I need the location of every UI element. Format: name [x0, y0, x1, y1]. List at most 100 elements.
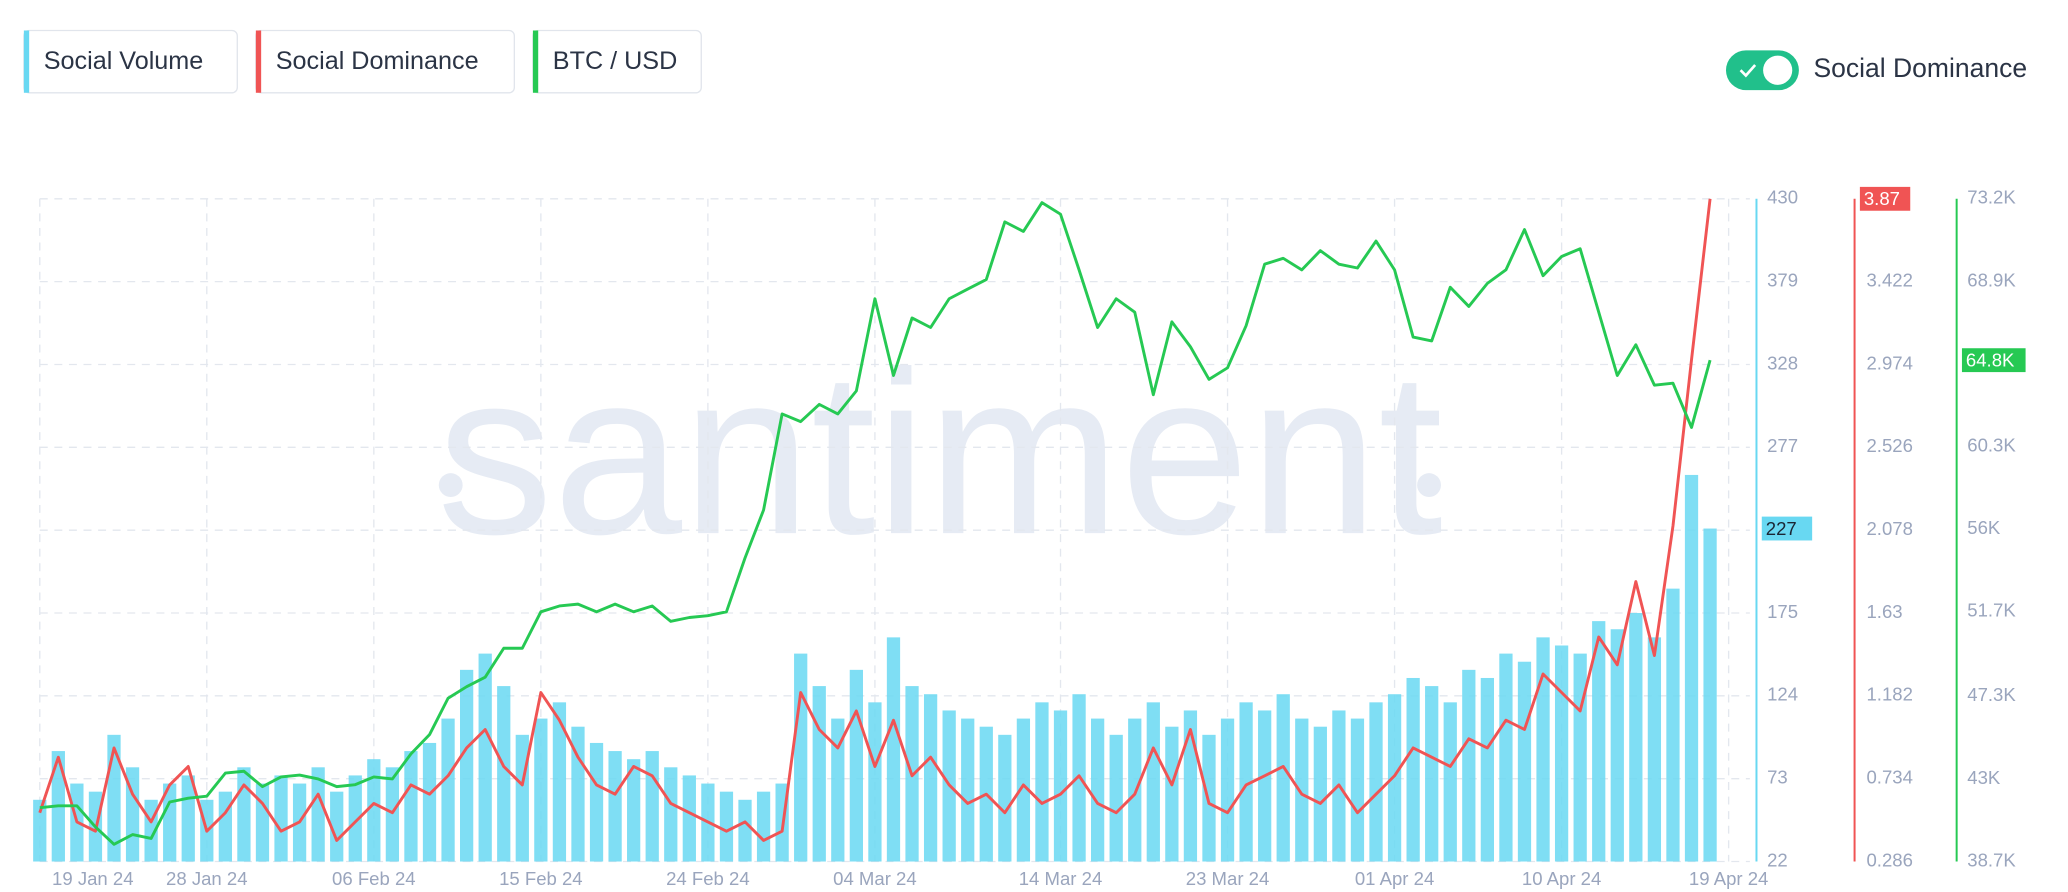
- value-badge: [1961, 348, 2026, 373]
- watermark-text: santiment: [437, 324, 1443, 583]
- value-badge: [1859, 186, 1911, 211]
- bar: [1109, 734, 1123, 862]
- legend-chip[interactable]: Social Volume: [23, 29, 238, 94]
- y2-tick-label: 2.526: [1867, 435, 1913, 456]
- y3-tick-label: 38.7K: [1967, 849, 2016, 870]
- y3-tick-label: 56K: [1967, 517, 2001, 538]
- bar: [1313, 726, 1327, 862]
- x-tick-label: 23 Mar 24: [1186, 868, 1270, 889]
- y3-tick-label: 43K: [1967, 767, 2001, 788]
- bar: [1016, 718, 1031, 862]
- bar: [404, 751, 418, 862]
- legend-chip[interactable]: BTC / USD: [532, 29, 702, 94]
- bar: [738, 799, 752, 862]
- bar: [1128, 718, 1142, 862]
- y3-tick-label: 47.3K: [1967, 684, 2016, 705]
- bar: [961, 718, 975, 862]
- x-tick-label: 06 Feb 24: [332, 868, 416, 889]
- watermark-dot: [438, 473, 463, 498]
- bar: [33, 799, 47, 862]
- bar: [886, 637, 901, 862]
- legend-chip[interactable]: Social Dominance: [255, 29, 516, 94]
- line: [39, 201, 1712, 846]
- bar: [849, 669, 863, 862]
- bar: [589, 742, 604, 862]
- bar: [163, 783, 177, 862]
- bar: [1091, 718, 1105, 862]
- bar: [1239, 702, 1253, 862]
- bar: [1536, 637, 1550, 862]
- y3-tick-label: 60.3K: [1967, 435, 2016, 456]
- bar: [255, 783, 270, 862]
- line: [38, 198, 1712, 842]
- watermark: santiment: [437, 324, 1443, 583]
- y-tick-label: 277: [1767, 435, 1798, 456]
- y2-tick-label: 1.182: [1867, 684, 1913, 705]
- bar: [1592, 621, 1606, 862]
- value-badge-label: 3.87: [1864, 188, 1900, 209]
- bar: [923, 694, 938, 862]
- bar: [218, 791, 232, 862]
- bar: [1647, 637, 1662, 862]
- bar: [998, 734, 1012, 862]
- y2-tick-label: 3.422: [1867, 270, 1913, 291]
- legend-label[interactable]: Social Dominance: [276, 47, 479, 75]
- x-tick-label: 04 Mar 24: [833, 868, 917, 889]
- bar: [348, 775, 362, 862]
- y-tick-label: 124: [1767, 684, 1798, 705]
- bar: [1443, 702, 1457, 862]
- bar: [756, 791, 771, 862]
- legend-chip-color: [532, 30, 539, 93]
- y-tick-label: 73: [1767, 767, 1788, 788]
- bar: [812, 686, 826, 862]
- toggle-check: [1739, 64, 1757, 78]
- bar: [478, 653, 492, 862]
- x-tick-label: 14 Mar 24: [1019, 868, 1103, 889]
- bar: [1499, 653, 1513, 862]
- bar: [1629, 613, 1643, 862]
- bar: [719, 791, 734, 862]
- legend-label[interactable]: BTC / USD: [553, 47, 677, 75]
- value-badge-label: 64.8K: [1966, 349, 2015, 370]
- bar: [422, 742, 437, 862]
- bar: [459, 669, 474, 862]
- bar: [1220, 718, 1235, 862]
- y2-tick-label: 2.974: [1867, 352, 1913, 373]
- legend-label[interactable]: Social Volume: [44, 47, 204, 75]
- watermark-dot: [1417, 473, 1441, 498]
- x-tick-label: 10 Apr 24: [1522, 868, 1601, 889]
- y3-tick-label: 73.2K: [1967, 187, 2016, 208]
- x-tick-label: 28 Jan 24: [166, 868, 247, 889]
- y3-tick-label: 51.7K: [1967, 600, 2016, 621]
- bar: [608, 751, 622, 862]
- legend-chip-color: [255, 30, 262, 93]
- bar: [515, 734, 529, 862]
- toggle-label[interactable]: Social Dominance: [1813, 53, 2027, 83]
- y-tick-label: 430: [1767, 187, 1798, 208]
- bar: [1610, 629, 1624, 862]
- x-tick-label: 19 Apr 24: [1689, 868, 1768, 889]
- y-tick-label: 22: [1767, 849, 1788, 870]
- bar: [1053, 710, 1068, 862]
- bar: [552, 702, 567, 862]
- bar: [1165, 726, 1179, 862]
- bar: [1146, 702, 1160, 862]
- toggle-knob[interactable]: [1763, 55, 1793, 85]
- bar: [1387, 694, 1402, 862]
- x-tick-label: 19 Jan 24: [52, 868, 133, 889]
- x-tick-label: 15 Feb 24: [499, 868, 583, 889]
- bar: [645, 751, 659, 862]
- bar: [1684, 474, 1699, 862]
- toggle[interactable]: Social Dominance: [1725, 50, 2027, 91]
- bar: [181, 775, 195, 862]
- legend-chip-color: [23, 30, 30, 93]
- bar: [1573, 653, 1587, 862]
- bar: [441, 718, 455, 862]
- bar: [237, 767, 251, 862]
- bar: [1406, 677, 1420, 862]
- x-tick-label: 24 Feb 24: [666, 868, 750, 889]
- bar: [1369, 702, 1383, 862]
- bar: [274, 775, 288, 862]
